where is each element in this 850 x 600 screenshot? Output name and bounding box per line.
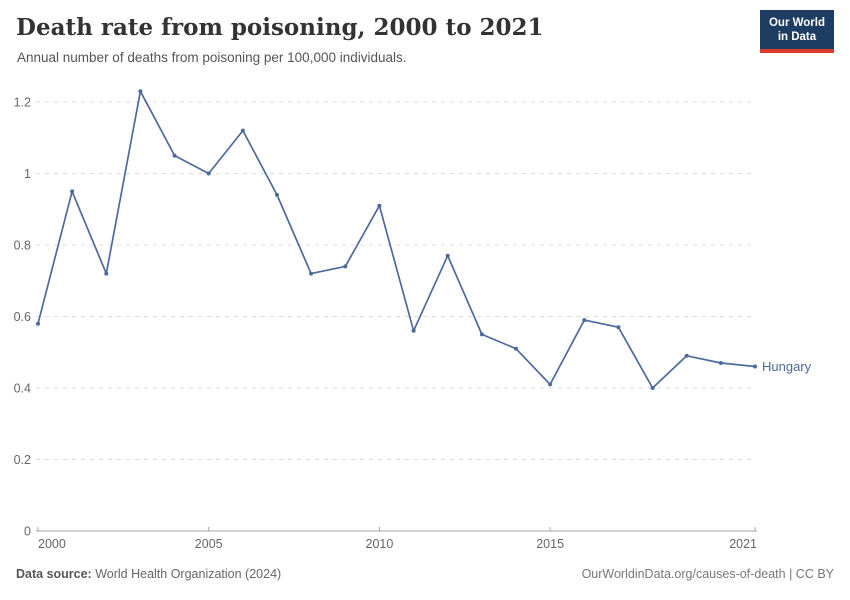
- line-chart: 0 0.2 0.4 0.6 0.8 1 1.2 2000 2005 2010 2015 2021 Hun…: [14, 89, 812, 551]
- y-tick-label: 0: [24, 525, 31, 539]
- chart-area: 0 0.2 0.4 0.6 0.8 1 1.2 2000 2005 2010 2015 2021 Hun…: [0, 80, 850, 560]
- data-source-value: World Health Organization (2024): [91, 567, 282, 581]
- data-point: [753, 364, 757, 369]
- series-line-hungary: [37, 90, 756, 389]
- chart-subtitle: Annual number of deaths from poisoning p…: [17, 49, 407, 65]
- data-point: [240, 128, 245, 133]
- data-point: [445, 253, 450, 258]
- chart-footer: Data source: World Health Organization (…: [16, 567, 834, 581]
- data-point: [343, 264, 348, 269]
- owid-logo-line2: in Data: [777, 31, 817, 44]
- data-point: [36, 321, 40, 326]
- data-point: [206, 171, 211, 176]
- y-tick-label: 0.2: [14, 453, 31, 467]
- data-point: [377, 203, 382, 208]
- data-point: [275, 192, 279, 197]
- data-source-label: Data source:: [16, 567, 92, 581]
- x-tick-label: 2010: [366, 537, 394, 551]
- data-point: [548, 382, 553, 387]
- credit-line: OurWorldinData.org/causes-of-death | CC …: [581, 567, 834, 581]
- data-point: [650, 386, 655, 390]
- x-tick-label: 2000: [38, 537, 66, 551]
- owid-logo: Our World in Data: [759, 10, 834, 53]
- data-point: [138, 89, 143, 94]
- data-point: [172, 153, 177, 158]
- x-tick-label: 2015: [536, 537, 564, 551]
- y-tick-label: 1: [24, 167, 31, 181]
- owid-logo-line1: Our World: [768, 17, 825, 29]
- chart-header: Death rate from poisoning, 2000 to 2021 …: [16, 14, 834, 66]
- data-point: [718, 361, 723, 365]
- data-point: [104, 271, 109, 276]
- x-tick-label: 2021: [729, 537, 757, 551]
- data-source: Data source: World Health Organization (…: [16, 567, 281, 581]
- data-point: [411, 328, 416, 333]
- page-title: Death rate from poisoning, 2000 to 2021: [16, 14, 544, 41]
- series-label-hungary: Hungary: [762, 359, 812, 374]
- data-point: [309, 271, 314, 276]
- x-tick-label: 2005: [195, 537, 223, 551]
- data-point: [479, 332, 484, 337]
- data-point: [616, 325, 621, 330]
- data-point: [514, 346, 518, 351]
- data-point: [70, 189, 75, 194]
- y-tick-label: 1.2: [14, 96, 31, 110]
- y-tick-label: 0.4: [14, 382, 31, 396]
- data-point: [684, 353, 689, 358]
- y-tick-label: 0.6: [14, 310, 31, 324]
- data-point: [582, 318, 587, 323]
- y-tick-label: 0.8: [14, 239, 31, 253]
